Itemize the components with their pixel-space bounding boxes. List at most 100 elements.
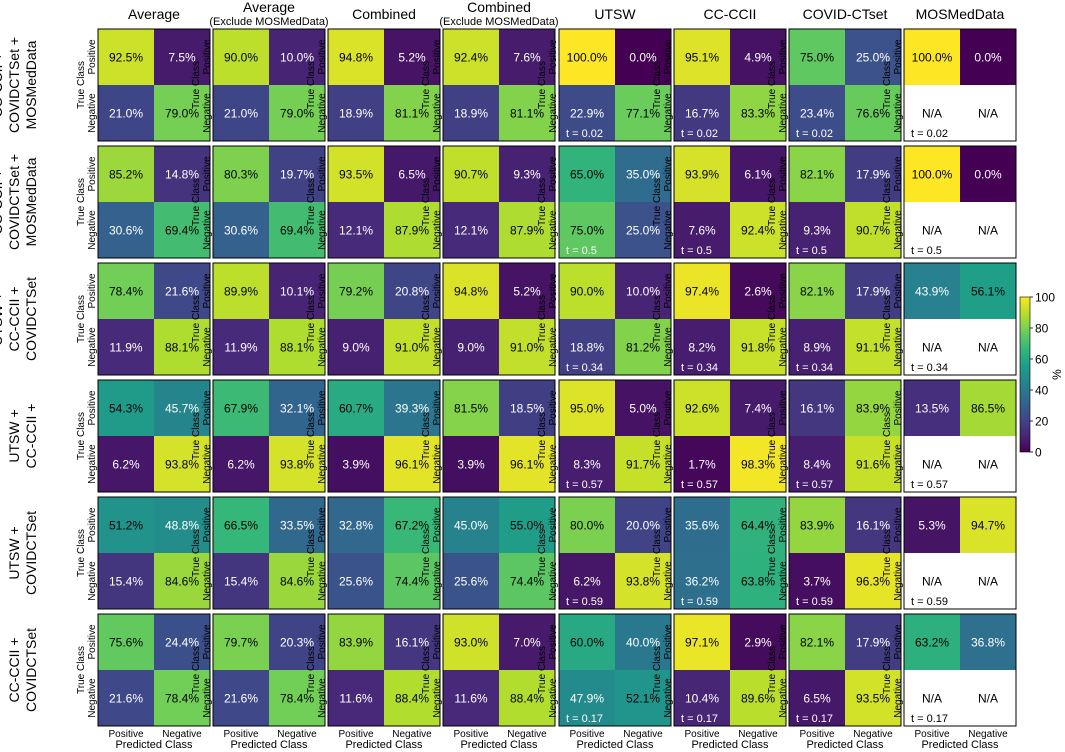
y-axis: True Class (191, 529, 202, 577)
heatmap-cell (559, 263, 615, 319)
y-tick: Negative (663, 678, 674, 718)
cell-value-label: 8.9% (803, 341, 831, 355)
heatmap-cell (960, 380, 1016, 436)
cell-value-label: 54.3% (109, 402, 143, 416)
y-tick-label: Positive (317, 390, 328, 425)
y-axis-label: True Class (421, 412, 432, 460)
cell-value-label: 11.9% (224, 341, 257, 355)
confusion-matrix: 90.7% 9.3%12.1% 87.9%PositiveNegativeTrue … (421, 145, 556, 259)
y-axis-label: True Class (882, 295, 893, 343)
heatmap-cell (730, 436, 786, 492)
y-axis: True Class (191, 178, 202, 226)
row-label-line: CC-CCII + (6, 287, 22, 352)
y-tick-label: Positive (663, 624, 674, 659)
cell-value-label: 21.6% (165, 285, 199, 299)
y-tick-label: Negative (202, 327, 213, 367)
confusion-matrix: 75.0% 25.0%23.4% 76.6%PositiveNegativeTrue… (767, 28, 902, 142)
y-axis-label: True Class (537, 178, 548, 226)
heatmap-cell (904, 146, 960, 202)
x-tick-label: Negative (853, 729, 893, 740)
confusion-matrix: 79.2% 20.8%9.0% 91.0%PositiveNegativeTrue … (306, 262, 441, 376)
cell-value-label: 7.5% (168, 51, 196, 65)
heatmap-cell (443, 380, 499, 436)
y-axis-label: True Class (76, 178, 87, 226)
heatmap-cell (789, 263, 845, 319)
cell-value-label: 13.5% (915, 402, 949, 416)
y-tick-label: Negative (87, 210, 98, 250)
cell-value-label: 91.1% (856, 341, 890, 355)
cell-value-label: N/A (922, 458, 942, 472)
cell-value-label: 94.8% (339, 51, 373, 65)
y-tick-label: Positive (778, 390, 789, 425)
heatmap-cell (960, 263, 1016, 319)
cell-value-label: 35.0% (626, 168, 660, 182)
y-axis-label: True Class (767, 412, 778, 460)
y-tick-label: Positive (317, 624, 328, 659)
y-tick: Positive (432, 156, 443, 191)
y-axis: True Class (537, 412, 548, 460)
threshold-label: t = 0.17 (911, 713, 948, 725)
cell-value-label: 100.0% (912, 51, 953, 65)
threshold-label: t = 0.02 (911, 128, 948, 140)
y-tick: Positive (432, 624, 443, 659)
cell-value-label: 12.1% (339, 224, 373, 238)
x-axis-label: Predicted Class (691, 739, 769, 751)
cell-value-label: 18.9% (454, 107, 488, 121)
row-label-line: MOSMedData (23, 40, 39, 129)
y-tick-label: Negative (663, 327, 674, 367)
row-label: UTSW + COVIDCTSet (6, 511, 39, 595)
heatmap-cell (789, 553, 845, 609)
heatmap-cell (154, 319, 210, 375)
y-tick: Negative (432, 444, 443, 484)
heatmap-cell (904, 29, 960, 85)
cell-value-label: 36.8% (971, 636, 1005, 650)
heatmap-cell (328, 319, 384, 375)
panel-frame (97, 379, 211, 493)
cell-value-label: N/A (978, 341, 998, 355)
y-axis-label: True Class (537, 646, 548, 694)
cell-value-label: 23.4% (800, 107, 834, 121)
cell-value-label: 92.6% (685, 402, 719, 416)
panel-frame (97, 613, 211, 727)
heatmap-cell (730, 319, 786, 375)
heatmap-cell (559, 29, 615, 85)
y-tick-label: Negative (87, 327, 98, 367)
y-axis-label: True Class (652, 61, 663, 109)
y-tick: Negative (663, 327, 674, 367)
cell-value-label: 93.5% (856, 692, 890, 706)
cell-value-label: 10.1% (280, 285, 314, 299)
y-axis: True Class (191, 61, 202, 109)
cell-value-label: 6.5% (803, 692, 831, 706)
x-tick-label: Positive (223, 729, 258, 740)
y-axis: True Class (76, 529, 87, 577)
y-tick: Positive (548, 39, 559, 74)
cell-value-label: 81.1% (510, 107, 544, 121)
confusion-matrix: 83.9% 16.1%3.7% 96.3%PositiveNegativeTrue … (767, 496, 902, 610)
y-axis-label: True Class (421, 646, 432, 694)
heatmap-cell (615, 319, 671, 375)
y-axis: True Class (767, 178, 778, 226)
y-axis: True Class (76, 646, 87, 694)
y-tick-label: Positive (432, 390, 443, 425)
row-label-line: COVIDCTSet (23, 511, 39, 595)
panel-frame (788, 496, 902, 610)
heatmap-cell (960, 553, 1016, 609)
confusion-matrix: 94.8% 5.2%18.9% 81.1%PositiveNegativeTrue … (306, 28, 441, 142)
y-axis-label: True Class (767, 295, 778, 343)
heatmap-cell (960, 614, 1016, 670)
cell-value-label: 60.7% (339, 402, 373, 416)
y-tick: Positive (893, 390, 904, 425)
heatmap-cell (443, 146, 499, 202)
threshold-label: t = 0.57 (911, 479, 948, 491)
cell-value-label: 69.4% (165, 224, 199, 238)
heatmap-cell (789, 670, 845, 726)
cell-value-label: 94.7% (971, 519, 1005, 533)
y-tick-label: Negative (317, 561, 328, 601)
threshold-label: t = 0.34 (796, 362, 833, 374)
cell-value-label: 45.7% (165, 402, 199, 416)
y-tick-label: Negative (548, 678, 559, 718)
y-tick: Positive (87, 156, 98, 191)
heatmap-cell (499, 263, 555, 319)
heatmap-cell (499, 85, 555, 141)
x-tick-label: Negative (507, 729, 547, 740)
